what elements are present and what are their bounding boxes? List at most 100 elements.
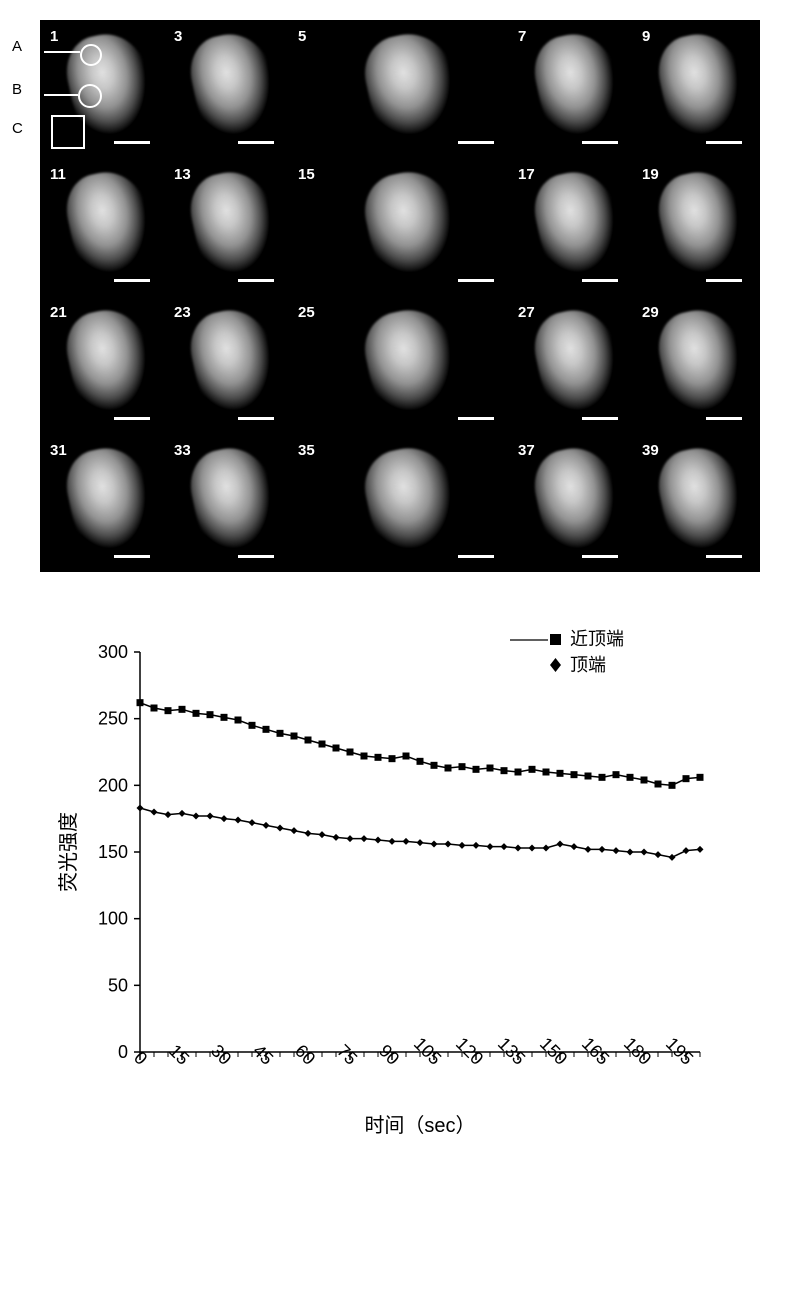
cell-image — [357, 441, 464, 563]
frame-number: 33 — [174, 442, 191, 459]
marker-diamond — [221, 815, 228, 822]
marker-diamond — [347, 835, 354, 842]
marker-diamond — [291, 827, 298, 834]
chart-svg: 0501001502002503000153045607590105120135… — [40, 612, 760, 1172]
marker-diamond — [165, 811, 172, 818]
grid-cell: 5 — [292, 24, 508, 154]
frame-number: 35 — [298, 442, 315, 459]
y-tick-label: 150 — [98, 842, 128, 862]
marker-square — [375, 754, 382, 761]
marker-square — [641, 777, 648, 784]
roi-leader — [44, 94, 78, 96]
x-tick-label: 0 — [130, 1048, 151, 1069]
scale-bar — [458, 279, 494, 282]
marker-square — [571, 771, 578, 778]
frame-number: 27 — [518, 304, 535, 321]
frame-number: 21 — [50, 304, 67, 321]
x-tick-label: 135 — [494, 1033, 529, 1068]
grid-cell: 29 — [636, 300, 756, 430]
x-tick-label: 195 — [662, 1033, 697, 1068]
scale-bar — [582, 555, 618, 558]
grid-cell: 3 — [168, 24, 288, 154]
marker-diamond — [669, 854, 676, 861]
x-tick-label: 105 — [410, 1033, 445, 1068]
marker-square — [333, 745, 340, 752]
marker-diamond — [585, 846, 592, 853]
grid-cell: 7 — [512, 24, 632, 154]
marker-square — [697, 774, 704, 781]
marker-square — [557, 770, 564, 777]
legend-marker-diamond — [550, 658, 561, 672]
marker-diamond — [207, 813, 214, 820]
roi-label-a: A — [12, 38, 22, 55]
marker-square — [473, 766, 480, 773]
cell-image — [652, 303, 752, 424]
cell-image — [60, 441, 160, 562]
cell-image — [357, 27, 464, 149]
frame-number: 29 — [642, 304, 659, 321]
marker-diamond — [151, 809, 158, 816]
scale-bar — [706, 555, 742, 558]
scale-bar — [582, 417, 618, 420]
marker-diamond — [333, 834, 340, 841]
grid-cell: 37 — [512, 438, 632, 568]
y-tick-label: 250 — [98, 709, 128, 729]
frame-number: 19 — [642, 166, 659, 183]
marker-diamond — [137, 805, 144, 812]
marker-square — [207, 711, 214, 718]
marker-square — [417, 758, 424, 765]
grid-cell: 27 — [512, 300, 632, 430]
marker-diamond — [641, 849, 648, 856]
grid-cell: 9 — [636, 24, 756, 154]
marker-square — [235, 717, 242, 724]
cell-image — [184, 165, 284, 286]
roi-leader — [44, 51, 80, 53]
grid-cell: 33 — [168, 438, 288, 568]
grid-cell: 35 — [292, 438, 508, 568]
cell-image — [528, 165, 628, 286]
frame-number: 5 — [298, 28, 306, 45]
cell-image — [60, 165, 160, 286]
legend-label: 顶端 — [570, 655, 606, 675]
x-tick-label: 150 — [536, 1033, 571, 1068]
x-tick-label: 75 — [333, 1041, 361, 1069]
marker-diamond — [515, 845, 522, 852]
grid-cell: 39 — [636, 438, 756, 568]
marker-diamond — [417, 839, 424, 846]
marker-diamond — [249, 819, 256, 826]
x-tick-label: 15 — [165, 1041, 193, 1069]
legend-marker-square — [550, 634, 561, 645]
scale-bar — [458, 417, 494, 420]
marker-square — [431, 762, 438, 769]
scale-bar — [114, 141, 150, 144]
marker-diamond — [459, 842, 466, 849]
marker-diamond — [697, 846, 704, 853]
grid-cell: 11 — [44, 162, 164, 292]
marker-diamond — [179, 810, 186, 817]
frame-number: 23 — [174, 304, 191, 321]
marker-diamond — [543, 845, 550, 852]
y-tick-label: 100 — [98, 909, 128, 929]
cell-image — [528, 27, 628, 148]
frame-number: 1 — [50, 28, 58, 45]
roi-circle-b — [78, 84, 102, 108]
frame-number: 25 — [298, 304, 315, 321]
marker-square — [319, 741, 326, 748]
marker-square — [627, 774, 634, 781]
x-axis-label: 时间（sec） — [364, 1114, 475, 1137]
fluorescence-chart: 0501001502002503000153045607590105120135… — [40, 612, 760, 1172]
grid-cell: 25 — [292, 300, 508, 430]
cell-image — [652, 165, 752, 286]
grid-cell: 23 — [168, 300, 288, 430]
cell-image — [184, 441, 284, 562]
grid-cell: 19 — [636, 162, 756, 292]
grid-cell: 1 — [44, 24, 164, 154]
roi-circle-a — [80, 44, 102, 66]
marker-diamond — [389, 838, 396, 845]
x-tick-label: 45 — [249, 1041, 277, 1069]
x-tick-label: 30 — [207, 1041, 235, 1069]
marker-diamond — [501, 843, 508, 850]
marker-square — [459, 763, 466, 770]
scale-bar — [582, 279, 618, 282]
cell-image — [184, 303, 284, 424]
